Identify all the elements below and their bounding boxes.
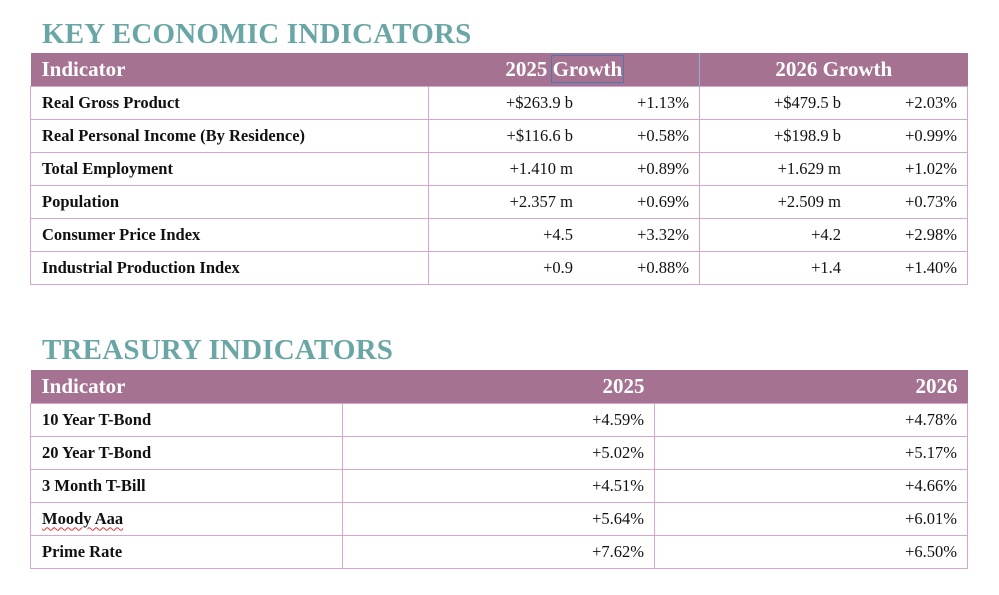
cell-2025[interactable]: +1.410 m +0.89% <box>428 151 700 186</box>
growth-2025: +3.32% <box>637 224 689 244</box>
row-label[interactable]: Consumer Price Index <box>30 217 429 252</box>
table-row: Real Personal Income (By Residence) +$11… <box>30 118 968 153</box>
row-label[interactable]: 10 Year T-Bond <box>30 402 343 437</box>
value-2025: +2.357 m <box>509 191 573 211</box>
value-2026[interactable]: +4.66% <box>654 468 968 503</box>
header-2025-growth[interactable]: 2025 Growth <box>428 53 700 86</box>
table-row: 3 Month T-Bill +4.51% +4.66% <box>30 468 968 503</box>
treasury-indicators-title: TREASURY INDICATORS <box>42 334 394 366</box>
table-header-row: Indicator 2025 Growth 2026 Growth <box>30 53 968 86</box>
spellcheck-label: Moody Aaa <box>42 508 124 528</box>
value-2025[interactable]: +5.02% <box>342 435 655 470</box>
table-row: Real Gross Product +$263.9 b +1.13% +$47… <box>30 85 968 120</box>
growth-2026: +1.40% <box>905 257 957 277</box>
header-2026[interactable]: 2026 <box>654 370 968 403</box>
value-2026: +$198.9 b <box>773 125 841 145</box>
row-label[interactable]: Moody Aaa <box>30 501 343 536</box>
cell-2025[interactable]: +4.5 +3.32% <box>428 217 700 252</box>
growth-2025: +0.88% <box>637 257 689 277</box>
table-row: Prime Rate +7.62% +6.50% <box>30 534 968 569</box>
value-2026: +2.509 m <box>777 191 841 211</box>
value-2026[interactable]: +4.78% <box>654 402 968 437</box>
growth-2025: +0.69% <box>637 191 689 211</box>
table-header-row: Indicator 2025 2026 <box>30 370 968 403</box>
row-label[interactable]: Population <box>30 184 429 219</box>
table-row: 10 Year T-Bond +4.59% +4.78% <box>30 402 968 437</box>
value-2026[interactable]: +6.01% <box>654 501 968 536</box>
growth-2025: +1.13% <box>637 92 689 112</box>
header-2025-growth-word[interactable]: Growth <box>550 54 625 83</box>
value-2026: +$479.5 b <box>773 92 841 112</box>
key-indicators-table: Indicator 2025 Growth 2026 Growth Real G… <box>30 53 968 285</box>
row-label[interactable]: Real Gross Product <box>30 85 429 120</box>
value-2025: +4.5 <box>543 224 573 244</box>
treasury-indicators-table: Indicator 2025 2026 10 Year T-Bond +4.59… <box>30 370 968 569</box>
cell-2025[interactable]: +2.357 m +0.69% <box>428 184 700 219</box>
cell-2026[interactable]: +$198.9 b +0.99% <box>699 118 968 153</box>
value-2025: +$263.9 b <box>505 92 573 112</box>
value-2026: +4.2 <box>811 224 841 244</box>
table-row: 20 Year T-Bond +5.02% +5.17% <box>30 435 968 470</box>
growth-2026: +2.98% <box>905 224 957 244</box>
cell-2026[interactable]: +$479.5 b +2.03% <box>699 85 968 120</box>
cell-2026[interactable]: +4.2 +2.98% <box>699 217 968 252</box>
value-2026: +1.4 <box>811 257 841 277</box>
value-2025: +$116.6 b <box>506 125 573 145</box>
header-2025[interactable]: 2025 <box>342 370 655 403</box>
value-2025[interactable]: +5.64% <box>342 501 655 536</box>
row-label[interactable]: Total Employment <box>30 151 429 186</box>
header-2025-year: 2025 <box>505 56 548 81</box>
growth-2025: +0.89% <box>637 158 689 178</box>
value-2026: +1.629 m <box>777 158 841 178</box>
row-label[interactable]: Prime Rate <box>30 534 343 569</box>
value-2026[interactable]: +6.50% <box>654 534 968 569</box>
table-row: Moody Aaa +5.64% +6.01% <box>30 501 968 536</box>
table-row: Population +2.357 m +0.69% +2.509 m +0.7… <box>30 184 968 219</box>
header-indicator[interactable]: Indicator <box>30 53 429 86</box>
header-indicator[interactable]: Indicator <box>30 370 343 403</box>
cell-2026[interactable]: +1.629 m +1.02% <box>699 151 968 186</box>
growth-2025: +0.58% <box>637 125 689 145</box>
value-2025: +1.410 m <box>509 158 573 178</box>
cell-2026[interactable]: +1.4 +1.40% <box>699 250 968 285</box>
growth-2026: +2.03% <box>905 92 957 112</box>
row-label[interactable]: 20 Year T-Bond <box>30 435 343 470</box>
growth-2026: +1.02% <box>905 158 957 178</box>
table-row: Consumer Price Index +4.5 +3.32% +4.2 +2… <box>30 217 968 252</box>
row-label[interactable]: Industrial Production Index <box>30 250 429 285</box>
row-label[interactable]: 3 Month T-Bill <box>30 468 343 503</box>
header-2026-growth[interactable]: 2026 Growth <box>699 53 968 86</box>
growth-2026: +0.73% <box>905 191 957 211</box>
table-row: Total Employment +1.410 m +0.89% +1.629 … <box>30 151 968 186</box>
cell-2025[interactable]: +0.9 +0.88% <box>428 250 700 285</box>
cell-2026[interactable]: +2.509 m +0.73% <box>699 184 968 219</box>
value-2025[interactable]: +4.59% <box>342 402 655 437</box>
growth-2026: +0.99% <box>905 125 957 145</box>
table-row: Industrial Production Index +0.9 +0.88% … <box>30 250 968 285</box>
value-2025: +0.9 <box>543 257 573 277</box>
cell-2025[interactable]: +$116.6 b +0.58% <box>428 118 700 153</box>
cell-2025[interactable]: +$263.9 b +1.13% <box>428 85 700 120</box>
row-label[interactable]: Real Personal Income (By Residence) <box>30 118 429 153</box>
value-2025[interactable]: +7.62% <box>342 534 655 569</box>
value-2026[interactable]: +5.17% <box>654 435 968 470</box>
key-indicators-title: KEY ECONOMIC INDICATORS <box>42 18 472 50</box>
value-2025[interactable]: +4.51% <box>342 468 655 503</box>
